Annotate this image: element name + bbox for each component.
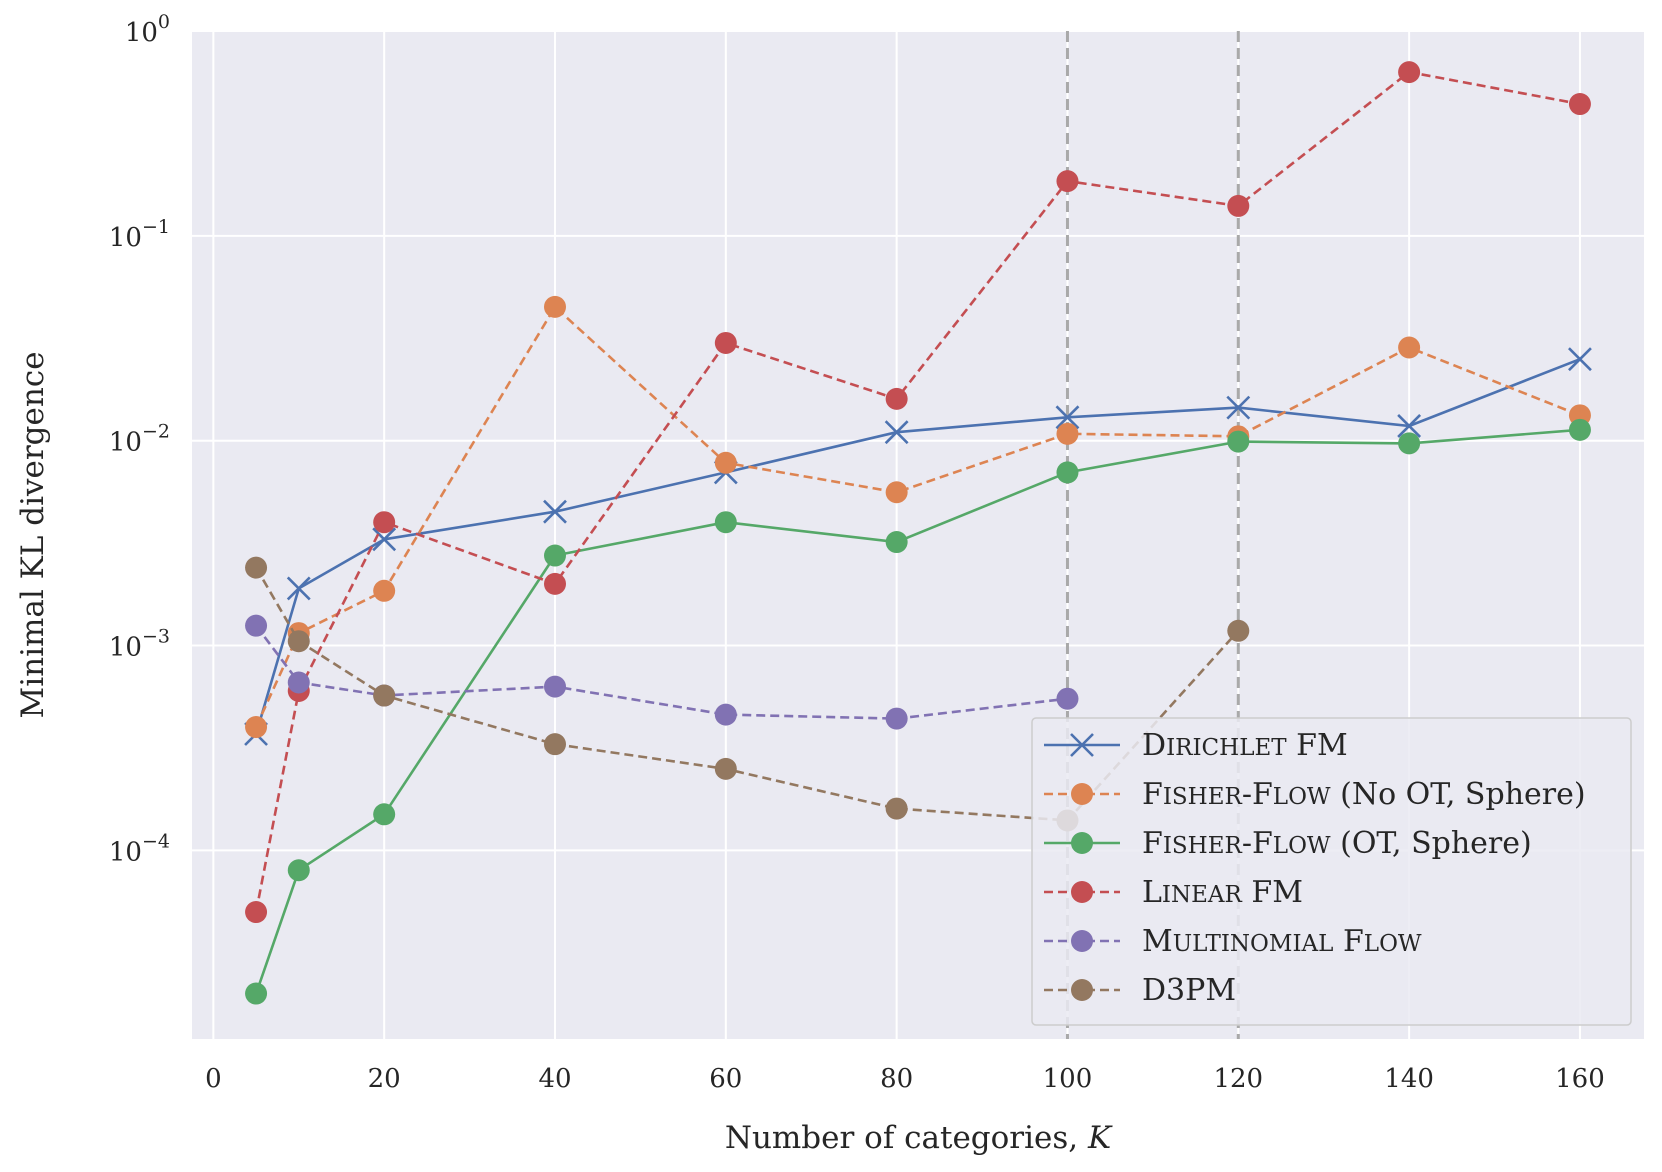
data-point: [287, 859, 310, 882]
x-tick-label: 20: [368, 1064, 401, 1094]
data-point: [373, 511, 396, 534]
legend: DIRICHLET FM FISHER-FLOW (No OT, Sphere) F…: [1031, 717, 1632, 1026]
y-tick-label: 10−3: [109, 626, 170, 663]
legend-marker: [1071, 783, 1093, 805]
data-point: [372, 527, 397, 552]
x-tick-label: 60: [709, 1064, 742, 1094]
data-point: [714, 757, 737, 780]
legend-entry: FISHER-FLOW (No OT, Sphere): [1044, 777, 1586, 812]
data-point: [714, 451, 737, 474]
data-point: [714, 511, 737, 534]
x-tick-label: 80: [880, 1064, 913, 1094]
data-point: [245, 614, 268, 637]
series-line: [254, 70, 1581, 913]
data-point: [885, 481, 908, 504]
legend-marker: [1071, 881, 1093, 903]
y-tick-label: 100: [125, 11, 170, 48]
y-tick-label: 10−2: [109, 421, 170, 458]
legend-entry: DIRICHLET FM: [1044, 728, 1348, 763]
data-point: [286, 576, 311, 601]
data-point: [1568, 93, 1591, 116]
data-point: [543, 499, 567, 524]
legend-entry: D3PM: [1044, 973, 1236, 1008]
legend-label: DIRICHLET FM: [1142, 728, 1348, 763]
legend-label: D3PM: [1142, 973, 1236, 1008]
data-point: [544, 675, 566, 698]
x-axis-title-var: K: [1087, 1120, 1113, 1156]
data-point: [714, 331, 737, 354]
x-axis-title: Number of categories, K: [725, 1120, 1113, 1156]
data-point: [544, 544, 566, 567]
data-point: [287, 671, 310, 694]
legend-entry: FISHER-FLOW (OT, Sphere): [1044, 826, 1532, 861]
legend-box: [1031, 717, 1632, 1026]
y-tick-label: 10−1: [109, 216, 170, 253]
legend-label: FISHER-FLOW (OT, Sphere): [1142, 826, 1532, 861]
y-tick-labels: 100 10−1 10−2 10−3 10−4: [109, 11, 170, 867]
legend-marker: [1071, 979, 1093, 1001]
x-tick-label: 0: [205, 1064, 222, 1094]
legend-label: LINEAR FM: [1142, 875, 1303, 910]
data-point: [1056, 461, 1079, 484]
data-point: [287, 630, 310, 653]
x-axis-title-main: Number of categories,: [725, 1120, 1088, 1156]
x-tick-label: 100: [1043, 1064, 1093, 1094]
series-4: [245, 614, 1079, 730]
x-tick-label: 120: [1213, 1064, 1263, 1094]
data-point: [1568, 418, 1591, 441]
legend-label: MULTINOMIAL FLOW: [1142, 924, 1422, 959]
legend-entry: LINEAR FM: [1044, 875, 1303, 910]
x-tick-label: 40: [538, 1064, 571, 1094]
data-point: [245, 556, 268, 579]
y-tick-label: 10−4: [109, 830, 170, 867]
data-point: [245, 901, 268, 924]
data-point: [884, 420, 909, 445]
legend-marker: [1070, 733, 1094, 757]
data-point: [373, 803, 396, 826]
data-point: [245, 716, 268, 739]
series-line: [254, 305, 1581, 728]
data-point: [373, 579, 396, 602]
grid: [192, 30, 1644, 1039]
series-line: [254, 357, 1581, 735]
data-point: [1227, 194, 1250, 217]
data-point: [1227, 619, 1250, 642]
data-point: [714, 703, 737, 726]
data-point: [1056, 422, 1079, 445]
data-point: [245, 982, 268, 1005]
data-point: [1397, 414, 1422, 438]
data-point: [373, 684, 396, 707]
data-point: [544, 733, 566, 756]
x-tick-labels: 0 20 40 60 80 100 120 140 160: [205, 1064, 1605, 1094]
data-point: [1056, 687, 1079, 710]
data-point: [1398, 432, 1421, 455]
data-point: [885, 387, 908, 410]
data-point: [1056, 170, 1079, 193]
data-point: [1398, 61, 1421, 84]
data-point: [885, 531, 908, 554]
x-tick-label: 140: [1384, 1064, 1434, 1094]
data-point: [1568, 347, 1592, 372]
data-point: [885, 797, 908, 820]
data-point: [885, 707, 908, 730]
x-tick-label: 160: [1555, 1064, 1605, 1094]
legend-label: FISHER-FLOW (No OT, Sphere): [1142, 777, 1586, 812]
series-group: [244, 61, 1592, 1005]
legend-marker: [1071, 832, 1093, 854]
legend-entry: MULTINOMIAL FLOW: [1044, 924, 1422, 959]
series-2: [245, 418, 1591, 1005]
data-point: [1227, 430, 1250, 453]
data-point: [544, 295, 566, 318]
legend-marker: [1071, 930, 1093, 952]
data-point: [1055, 405, 1080, 430]
series-line: [254, 428, 1581, 995]
data-point: [1226, 395, 1251, 420]
data-point: [544, 572, 566, 595]
y-axis-title: Minimal KL divergence: [15, 351, 51, 718]
data-point: [1398, 336, 1421, 359]
